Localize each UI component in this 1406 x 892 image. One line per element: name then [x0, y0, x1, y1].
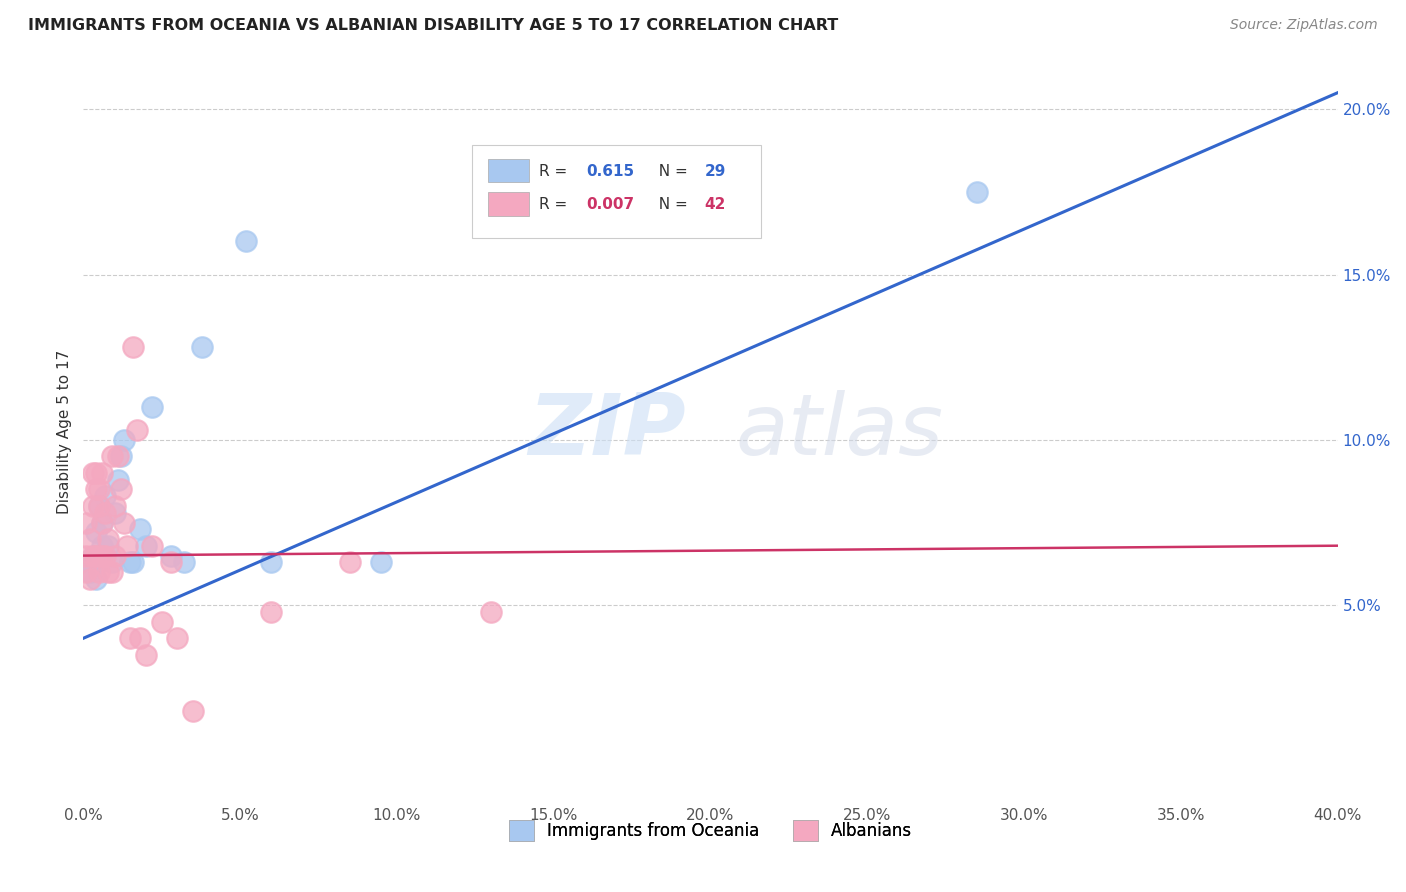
Text: IMMIGRANTS FROM OCEANIA VS ALBANIAN DISABILITY AGE 5 TO 17 CORRELATION CHART: IMMIGRANTS FROM OCEANIA VS ALBANIAN DISA… [28, 18, 838, 33]
Point [110, 450, 132, 464]
Point [87, 499, 110, 513]
Text: N =: N = [650, 197, 693, 212]
Point [122, 340, 145, 354]
Point [128, 522, 150, 536]
Text: 0.615: 0.615 [586, 164, 634, 178]
Point [115, 539, 138, 553]
Y-axis label: Disability Age 5 to 17: Disability Age 5 to 17 [58, 350, 72, 514]
Text: 29: 29 [704, 164, 725, 178]
Point [104, 499, 127, 513]
Point [79, 572, 101, 586]
Point [75, 516, 97, 530]
Point [91, 549, 114, 563]
Point [150, 615, 173, 629]
Point [166, 632, 188, 646]
Point [128, 632, 150, 646]
FancyBboxPatch shape [488, 192, 529, 216]
Point [100, 555, 122, 569]
Text: R =: R = [538, 164, 572, 178]
Point [84, 466, 107, 480]
Text: 0.007: 0.007 [586, 197, 634, 212]
Point [84, 549, 107, 563]
Point [107, 450, 129, 464]
Point [75, 549, 97, 563]
Point [125, 423, 148, 437]
Point [84, 572, 107, 586]
Point [135, 539, 157, 553]
Point [122, 555, 145, 569]
Point [339, 555, 361, 569]
Point [141, 400, 163, 414]
Point [100, 450, 122, 464]
Point [97, 565, 120, 579]
Text: ZIP: ZIP [527, 390, 686, 473]
Point [87, 555, 110, 569]
Point [94, 489, 117, 503]
Point [120, 632, 142, 646]
Point [82, 466, 104, 480]
Point [97, 539, 120, 553]
Point [160, 555, 183, 569]
Text: Source: ZipAtlas.com: Source: ZipAtlas.com [1230, 18, 1378, 32]
Point [966, 185, 988, 199]
Point [235, 235, 257, 249]
Point [97, 532, 120, 546]
Point [82, 549, 104, 563]
Point [141, 539, 163, 553]
Point [82, 549, 104, 563]
Point [79, 532, 101, 546]
Point [87, 483, 110, 497]
Point [260, 555, 283, 569]
FancyBboxPatch shape [472, 145, 761, 238]
Point [87, 565, 110, 579]
Point [370, 555, 392, 569]
Point [94, 506, 117, 520]
Point [82, 499, 104, 513]
FancyBboxPatch shape [488, 159, 529, 182]
Point [100, 565, 122, 579]
Point [160, 549, 183, 563]
Point [191, 340, 214, 354]
Point [479, 605, 502, 619]
Text: N =: N = [650, 164, 693, 178]
Point [260, 605, 283, 619]
Point [112, 516, 135, 530]
Point [104, 549, 127, 563]
Point [87, 499, 110, 513]
Legend: Immigrants from Oceania, Albanians: Immigrants from Oceania, Albanians [502, 814, 920, 847]
Point [84, 525, 107, 540]
Text: R =: R = [538, 197, 572, 212]
Point [75, 565, 97, 579]
Point [135, 648, 157, 662]
Point [91, 539, 114, 553]
Point [112, 433, 135, 447]
Point [91, 516, 114, 530]
Point [91, 516, 114, 530]
Point [75, 555, 97, 569]
Point [110, 483, 132, 497]
Point [91, 466, 114, 480]
Point [104, 506, 127, 520]
Point [173, 555, 195, 569]
Point [94, 549, 117, 563]
Text: 42: 42 [704, 197, 725, 212]
Point [84, 483, 107, 497]
Text: atlas: atlas [735, 390, 943, 473]
Point [120, 555, 142, 569]
Point [479, 185, 502, 199]
Point [181, 704, 204, 718]
Point [107, 473, 129, 487]
Point [79, 565, 101, 579]
